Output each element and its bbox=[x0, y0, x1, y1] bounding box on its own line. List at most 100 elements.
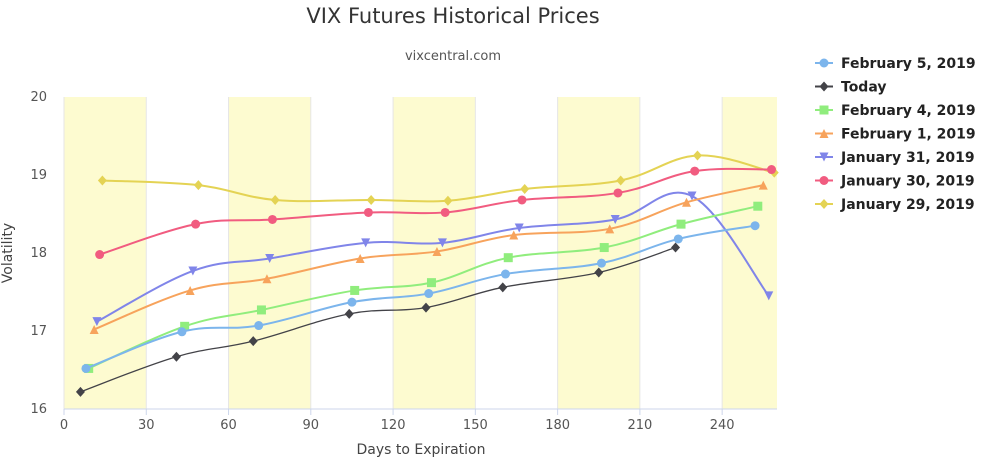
chart-subtitle[interactable]: vixcentral.com bbox=[405, 49, 501, 64]
data-point bbox=[594, 267, 604, 278]
data-point bbox=[671, 242, 681, 253]
data-point bbox=[610, 214, 620, 224]
plot-band bbox=[722, 97, 777, 409]
data-point bbox=[191, 219, 201, 229]
data-point bbox=[180, 321, 190, 331]
y-tick-label: 20 bbox=[30, 90, 47, 105]
data-point bbox=[95, 250, 105, 260]
legend: February 5, 2019 Today February 4, 2019 Feb… bbox=[815, 56, 976, 213]
data-point bbox=[81, 363, 91, 373]
legend-label: February 4, 2019 bbox=[841, 103, 976, 119]
series-today bbox=[75, 242, 681, 397]
legend-label: February 5, 2019 bbox=[841, 56, 976, 72]
data-point bbox=[185, 285, 195, 295]
x-tick-label: 240 bbox=[710, 418, 735, 433]
axes: 0 30 60 90 120 150 180 210 240 16 17 18 19 20 bbox=[30, 90, 777, 433]
data-point bbox=[363, 207, 373, 217]
x-tick-label: 60 bbox=[220, 418, 237, 433]
x-axis-title: Days to Expiration bbox=[357, 442, 486, 458]
data-point bbox=[248, 336, 258, 347]
data-point bbox=[254, 321, 264, 331]
legend-marker bbox=[819, 199, 829, 209]
data-point bbox=[767, 165, 777, 175]
data-point bbox=[432, 246, 442, 256]
data-point bbox=[440, 207, 450, 217]
legend-marker bbox=[819, 105, 829, 115]
y-tick-label: 19 bbox=[30, 168, 47, 183]
series-january-30-2019 bbox=[95, 165, 777, 260]
legend-label: January 30, 2019 bbox=[840, 174, 975, 190]
data-point bbox=[270, 194, 280, 205]
data-point bbox=[366, 194, 376, 205]
legend-item[interactable]: January 29, 2019 bbox=[815, 197, 975, 213]
data-point bbox=[692, 150, 702, 161]
data-point bbox=[97, 175, 107, 186]
x-tick-label: 210 bbox=[627, 418, 652, 433]
legend-label: February 1, 2019 bbox=[841, 127, 976, 143]
data-point bbox=[690, 166, 700, 176]
data-point bbox=[676, 219, 686, 229]
data-point bbox=[520, 184, 530, 195]
data-point bbox=[514, 223, 524, 233]
series-february-1-2019 bbox=[89, 180, 768, 334]
data-point bbox=[753, 201, 763, 211]
legend-item[interactable]: February 5, 2019 bbox=[815, 56, 976, 72]
legend-marker bbox=[819, 81, 829, 92]
data-point bbox=[758, 180, 768, 190]
data-point bbox=[267, 214, 277, 224]
data-point bbox=[193, 180, 203, 191]
legend-label: January 31, 2019 bbox=[840, 150, 975, 166]
data-point bbox=[687, 191, 697, 201]
legend-item[interactable]: February 1, 2019 bbox=[815, 127, 976, 143]
data-point bbox=[265, 253, 275, 263]
data-point bbox=[171, 351, 181, 362]
legend-label: January 29, 2019 bbox=[840, 197, 975, 213]
data-point bbox=[421, 302, 431, 313]
x-tick-label: 90 bbox=[303, 418, 320, 433]
data-point bbox=[75, 386, 85, 397]
legend-marker bbox=[819, 58, 829, 68]
data-point bbox=[673, 234, 683, 244]
data-point bbox=[599, 243, 609, 253]
legend-item[interactable]: Today bbox=[815, 80, 886, 96]
data-point bbox=[501, 269, 511, 279]
data-point bbox=[355, 253, 365, 263]
data-point bbox=[764, 291, 774, 301]
data-point bbox=[613, 188, 623, 198]
data-point bbox=[426, 278, 436, 288]
data-point bbox=[344, 308, 354, 319]
series-february-5-2019 bbox=[81, 221, 760, 373]
data-point bbox=[750, 221, 760, 231]
data-point bbox=[498, 282, 508, 293]
data-point bbox=[347, 297, 357, 307]
plot-band bbox=[557, 97, 640, 409]
x-tick-label: 120 bbox=[381, 418, 406, 433]
y-axis-title: Volatility bbox=[0, 223, 16, 283]
series-lines bbox=[75, 150, 779, 397]
data-point bbox=[361, 238, 371, 248]
legend-item[interactable]: January 31, 2019 bbox=[815, 150, 975, 166]
legend-marker bbox=[819, 129, 829, 138]
x-tick-label: 180 bbox=[545, 418, 570, 433]
data-point bbox=[177, 327, 187, 337]
data-point bbox=[605, 224, 615, 234]
data-point bbox=[350, 285, 360, 295]
data-point bbox=[424, 289, 434, 299]
x-tick-label: 0 bbox=[60, 418, 68, 433]
data-point bbox=[89, 324, 99, 334]
legend-item[interactable]: February 4, 2019 bbox=[815, 103, 976, 119]
data-point bbox=[262, 274, 272, 284]
data-point bbox=[517, 195, 527, 205]
data-point bbox=[92, 317, 102, 327]
data-point bbox=[616, 175, 626, 186]
data-point bbox=[188, 266, 198, 276]
legend-item[interactable]: January 30, 2019 bbox=[815, 174, 975, 190]
y-tick-label: 18 bbox=[30, 246, 47, 261]
data-point bbox=[509, 230, 519, 240]
data-point bbox=[256, 305, 266, 315]
legend-marker bbox=[819, 152, 829, 162]
data-point bbox=[437, 238, 447, 248]
chart-title: VIX Futures Historical Prices bbox=[306, 4, 599, 28]
data-point bbox=[596, 258, 606, 268]
